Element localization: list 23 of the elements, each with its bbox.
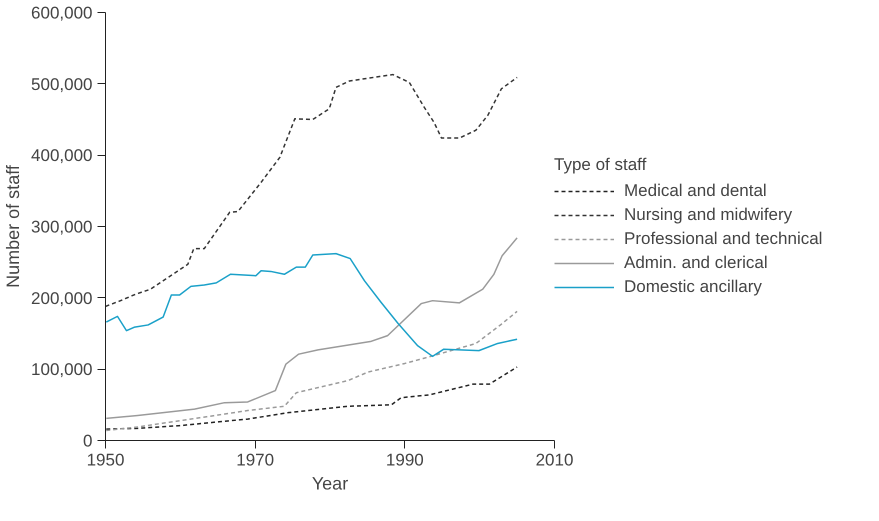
x-tick-label: 1970 (236, 450, 274, 470)
y-tick-label: 0 (83, 432, 93, 450)
line-series (106, 252, 518, 358)
y-tick-label: 400,000 (31, 146, 92, 166)
legend-label: Nursing and midwifery (624, 205, 792, 225)
legend-label: Admin. and clerical (624, 253, 768, 273)
legend-label: Medical and dental (624, 181, 767, 201)
x-tick-label: 2010 (536, 450, 574, 470)
line-series (106, 310, 518, 432)
x-axis-title: Year (312, 474, 348, 494)
legend-label: Professional and technical (624, 229, 822, 249)
y-tick-label: 500,000 (31, 74, 92, 94)
y-axis-title: Number of staff (3, 164, 24, 288)
line-series (106, 237, 518, 420)
y-tick-label: 300,000 (31, 218, 92, 236)
x-tick-label: 1950 (86, 450, 124, 470)
x-tick-label: 1990 (386, 450, 424, 470)
line-series (106, 74, 518, 308)
y-tick-label: 200,000 (31, 288, 92, 308)
legend-title: Type of staff (554, 155, 648, 175)
y-tick-label: 600,000 (31, 4, 92, 22)
legend-label: Domestic ancillary (624, 277, 762, 297)
y-tick-label: 100,000 (31, 360, 92, 380)
